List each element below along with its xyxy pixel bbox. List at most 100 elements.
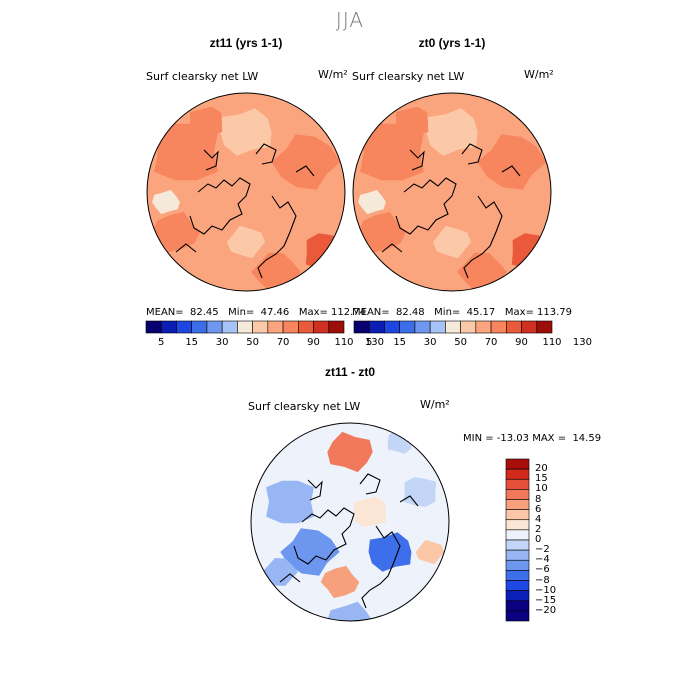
- map-field-region: [326, 601, 374, 621]
- colorbar-tick-label: 70: [276, 337, 290, 348]
- coastline: [395, 177, 457, 235]
- colorbar-swatch: [176, 320, 192, 334]
- colorbar-tick-label: −10: [535, 584, 557, 596]
- coastline: [295, 165, 315, 177]
- colorbar-tick-label: −6: [535, 564, 550, 576]
- colorbar-swatch: [490, 320, 507, 334]
- panel2-stats: MEAN= 82.48 Min= 45.17 Max= 113.79: [352, 307, 573, 318]
- colorbar-swatch: [384, 320, 400, 334]
- colorbar-swatch: [505, 610, 530, 622]
- colorbar-tick-label: 110: [542, 337, 562, 348]
- panel2-units: W/m²: [524, 68, 554, 81]
- colorbar-swatch: [505, 509, 530, 521]
- map-field-region: [358, 189, 386, 215]
- map-field-region: [152, 189, 180, 215]
- map-field-region: [433, 225, 471, 259]
- panel3-stats: MIN = -13.03 MAX = 14.59: [463, 433, 602, 444]
- colorbar-swatch: [505, 519, 530, 531]
- colorbar-swatch: [414, 320, 431, 334]
- figure-title: JJA: [335, 8, 365, 32]
- panel1-map: [146, 92, 346, 292]
- coastline: [381, 243, 403, 253]
- colorbar-swatch: [505, 529, 530, 541]
- colorbar-swatch: [399, 320, 416, 334]
- colorbar-tick-label: 90: [515, 337, 528, 348]
- map-field-region: [154, 123, 218, 181]
- colorbar-swatch: [505, 489, 530, 500]
- colorbar-swatch: [221, 320, 238, 334]
- colorbar-swatch: [145, 320, 162, 334]
- panel1-stats: MEAN= 82.45 Min= 47.46 Max= 112.74: [146, 307, 367, 318]
- colorbar-tick-label: 30: [423, 337, 437, 348]
- colorbar-swatch: [206, 320, 223, 334]
- colorbar-swatch: [475, 320, 492, 334]
- colorbar-tick-label: −8: [535, 574, 550, 586]
- map-field-region: [426, 108, 478, 156]
- panel3-colorbar: [505, 458, 530, 622]
- colorbar-swatch: [445, 320, 461, 334]
- coastline: [175, 243, 197, 253]
- panel2-var-label: Surf clearsky net LW: [352, 70, 465, 83]
- colorbar-tick-label: 2: [535, 523, 542, 535]
- colorbar-tick-label: 15: [393, 337, 407, 348]
- colorbar-tick-label: −15: [535, 594, 557, 606]
- colorbar-swatch: [506, 320, 522, 334]
- colorbar-swatch: [505, 549, 530, 561]
- colorbar-swatch: [298, 320, 314, 334]
- colorbar-tick-label: 10: [535, 483, 548, 495]
- colorbar-tick-label: 70: [484, 337, 498, 348]
- map-field-region: [357, 211, 407, 253]
- map-field-region: [368, 532, 412, 572]
- colorbar-swatch: [505, 539, 530, 551]
- map-field-region: [353, 496, 387, 528]
- colorbar-swatch: [505, 499, 530, 510]
- coastline: [399, 495, 419, 507]
- colorbar-tick-label: 8: [535, 493, 542, 505]
- colorbar-tick-label: 130: [572, 337, 592, 348]
- colorbar-swatch: [505, 478, 530, 490]
- panel1-title: zt11 (yrs 1-1): [209, 36, 283, 50]
- colorbar-tick-label: 6: [535, 503, 542, 515]
- colorbar-swatch: [313, 320, 330, 334]
- colorbar-swatch: [368, 320, 385, 334]
- map-field-region: [415, 539, 445, 565]
- map-field-region: [271, 134, 341, 190]
- colorbar-swatch: [505, 559, 530, 571]
- colorbar-swatch: [505, 600, 530, 612]
- panel1-colorbar: [145, 320, 345, 334]
- map-field-region: [220, 169, 272, 215]
- panel1-var-label: Surf clearsky net LW: [146, 70, 259, 83]
- colorbar-swatch: [252, 320, 269, 334]
- colorbar-tick-label: −4: [535, 554, 550, 566]
- colorbar-tick-label: 130: [364, 337, 384, 348]
- colorbar-tick-label: 15: [185, 337, 199, 348]
- colorbar-tick-label: 110: [334, 337, 354, 348]
- colorbar-swatch: [267, 320, 284, 334]
- map-field-region: [327, 431, 373, 473]
- colorbar-swatch: [160, 320, 177, 334]
- colorbar-swatch: [505, 468, 530, 480]
- panel3-colorbar-ticks: 20 15 10 8 6 4 2 0 −2 −4 −6 −8 −10 −15 −20: [535, 459, 575, 621]
- colorbar-tick-label: 4: [535, 513, 542, 525]
- panel3-map: [250, 422, 450, 622]
- colorbar-swatch: [353, 320, 370, 334]
- map-field-region: [227, 225, 265, 259]
- coastline: [189, 177, 251, 235]
- panel2-colorbar: [353, 320, 553, 334]
- colorbar-tick-label: 30: [215, 337, 229, 348]
- panel3-units: W/m²: [420, 398, 450, 411]
- colorbar-swatch: [282, 320, 299, 334]
- map-field-region: [189, 106, 223, 138]
- map-boundary: [250, 422, 450, 622]
- coastline: [307, 479, 323, 501]
- panel3-var-label: Surf clearsky net LW: [248, 400, 361, 413]
- coastline: [257, 195, 297, 279]
- panel3-title: zt11 - zt0: [324, 365, 375, 379]
- map-field-region: [220, 108, 272, 156]
- coastline: [463, 195, 503, 279]
- map-field-region: [151, 211, 201, 253]
- panel1-units: W/m²: [318, 68, 348, 81]
- colorbar-swatch: [429, 320, 446, 334]
- map-boundary: [352, 92, 552, 292]
- colorbar-tick-label: −2: [535, 544, 550, 556]
